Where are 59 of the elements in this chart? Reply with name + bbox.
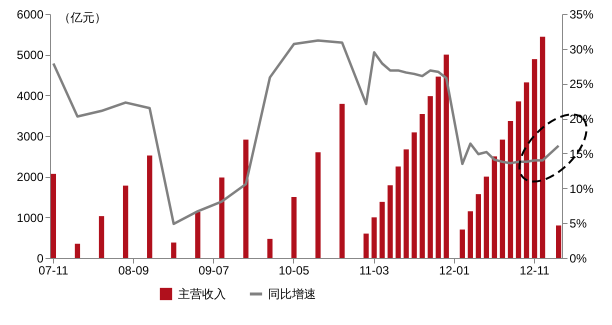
bar — [436, 76, 441, 258]
y-tick-label: 4000 — [16, 88, 44, 103]
y-tick-label: 0 — [36, 252, 44, 266]
y2-tick-label: 30% — [570, 42, 594, 56]
y-tick-label: 2000 — [16, 170, 44, 184]
x-tick-label: 08-09 — [118, 264, 150, 278]
bar — [404, 149, 409, 258]
bar — [243, 140, 248, 258]
bar — [500, 140, 506, 258]
bar — [508, 120, 514, 258]
bar — [396, 166, 401, 258]
bar — [484, 176, 490, 258]
bar — [380, 202, 385, 258]
y-axis-title: （亿元） — [58, 10, 106, 24]
y-tick-label: 5000 — [16, 48, 44, 62]
bar — [364, 234, 369, 258]
bar — [50, 174, 56, 258]
y2-tick-label: 35% — [570, 8, 594, 22]
x-tick-label: 10-05 — [278, 264, 310, 278]
bar — [98, 216, 104, 258]
bar — [460, 230, 465, 258]
x-tick-label: 12-01 — [438, 264, 470, 278]
x-tick-label: 12-11 — [520, 264, 550, 278]
legend-label: 主营收入 — [178, 287, 226, 301]
bar — [339, 104, 345, 258]
y2-tick-label: 5% — [570, 216, 588, 231]
bar — [388, 185, 393, 258]
x-tick-label: 07-11 — [38, 264, 69, 278]
bar — [267, 238, 273, 258]
y-tick-label: 6000 — [16, 8, 44, 22]
bar — [516, 101, 522, 258]
y-tick-label: 1000 — [16, 210, 44, 225]
bar — [291, 197, 297, 258]
bar — [524, 82, 530, 258]
x-tick-label: 11-03 — [359, 264, 390, 278]
bar — [315, 152, 321, 258]
bar — [195, 212, 200, 258]
bar — [428, 96, 433, 258]
bar — [540, 36, 546, 258]
bar — [468, 211, 473, 258]
bar — [412, 132, 417, 258]
y-tick-label: 3000 — [16, 130, 44, 144]
legend-label: 同比增速 — [268, 287, 316, 301]
bar — [492, 156, 498, 258]
y2-tick-label: 10% — [570, 182, 594, 196]
bar — [372, 217, 377, 258]
bar — [219, 177, 224, 258]
bar — [556, 225, 562, 258]
bar — [444, 54, 449, 258]
bar — [532, 59, 538, 258]
bar — [171, 242, 176, 258]
bar — [420, 114, 425, 258]
bar — [74, 244, 80, 258]
bar — [122, 186, 128, 258]
x-tick-label: 09-07 — [198, 264, 230, 278]
bar — [476, 194, 482, 258]
bar — [147, 156, 152, 258]
y2-tick-label: 25% — [570, 77, 594, 92]
y2-tick-label: 0% — [570, 252, 588, 266]
